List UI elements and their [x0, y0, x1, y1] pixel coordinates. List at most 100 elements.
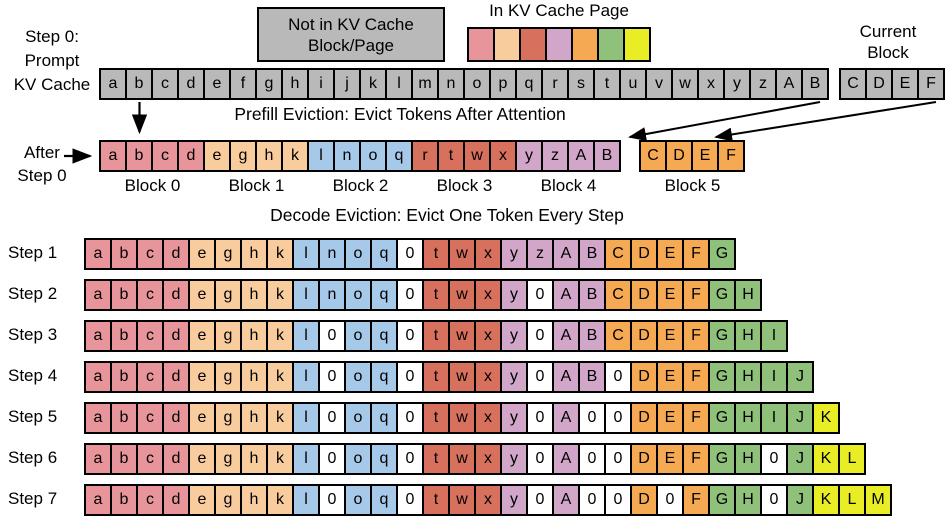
token-cell: E	[657, 321, 683, 351]
token-cell: 0	[527, 280, 553, 310]
token-cell: l	[386, 69, 412, 99]
token-cell: B	[579, 239, 605, 269]
in-kv-cache-page-label: In KV Cache Page	[489, 1, 629, 20]
token-cell: a	[85, 444, 111, 474]
kv-cache-page-color-legend	[467, 27, 651, 62]
token-cell: I	[761, 321, 787, 351]
token-cell: 0	[579, 485, 605, 515]
token-cell: e	[204, 141, 230, 171]
token-cell: B	[579, 321, 605, 351]
token-cell: J	[787, 362, 813, 392]
token-cell: x	[475, 321, 501, 351]
token-cell: e	[189, 362, 215, 392]
token-cell: h	[241, 321, 267, 351]
token-cell: G	[709, 321, 735, 351]
token-cell: F	[683, 362, 709, 392]
token-cell: e	[189, 280, 215, 310]
token-cell: 0	[527, 362, 553, 392]
token-cell: x	[490, 141, 516, 171]
token-cell: v	[646, 69, 672, 99]
token-cell: c	[137, 444, 163, 474]
block-label: Block 2	[332, 176, 389, 195]
legend-swatch	[468, 28, 494, 61]
token-cell: t	[423, 280, 449, 310]
block-label: Block 5	[664, 176, 721, 195]
token-cell: k	[267, 321, 293, 351]
token-cell: 0	[319, 444, 345, 474]
token-cell: q	[371, 362, 397, 392]
legend-swatch	[520, 28, 546, 61]
token-cell: x	[475, 280, 501, 310]
token-cell: c	[137, 403, 163, 433]
token-cell: b	[111, 403, 137, 433]
token-cell: t	[438, 141, 464, 171]
token-cell: g	[215, 403, 241, 433]
token-cell: C	[605, 280, 631, 310]
token-cell: E	[657, 280, 683, 310]
token-cell: A	[553, 321, 579, 351]
token-cell: h	[241, 403, 267, 433]
token-cell: w	[449, 239, 475, 269]
token-cell: 0	[605, 485, 631, 515]
token-cell: 0	[761, 444, 787, 474]
token-cell: 0	[397, 485, 423, 515]
step-label: Step 4	[8, 366, 58, 385]
token-cell: w	[449, 280, 475, 310]
token-cell: 0	[397, 403, 423, 433]
token-cell: E	[657, 444, 683, 474]
token-cell: g	[256, 69, 282, 99]
token-cell: c	[152, 141, 178, 171]
token-cell: s	[568, 69, 594, 99]
step-label: Step 2	[8, 284, 58, 303]
token-cell: y	[501, 239, 527, 269]
token-cell: a	[85, 403, 111, 433]
token-cell: l	[293, 485, 319, 515]
token-cell: h	[282, 69, 308, 99]
block5-mapping-arrow	[714, 101, 937, 142]
token-cell: e	[189, 321, 215, 351]
token-cell: y	[516, 141, 542, 171]
token-cell: C	[605, 239, 631, 269]
token-cell: q	[371, 321, 397, 351]
token-cell: y	[724, 69, 750, 99]
token-cell: B	[594, 141, 620, 171]
token-cell: a	[100, 141, 126, 171]
token-cell: F	[918, 69, 944, 99]
token-cell: c	[137, 239, 163, 269]
token-cell: z	[750, 69, 776, 99]
after-step0-line: After	[24, 143, 60, 162]
token-cell: f	[230, 69, 256, 99]
token-cell: d	[163, 444, 189, 474]
token-cell: D	[631, 239, 657, 269]
token-cell: q	[371, 239, 397, 269]
token-cell: h	[241, 239, 267, 269]
token-cell: 0	[579, 444, 605, 474]
token-cell: A	[553, 403, 579, 433]
token-cell: 0	[397, 280, 423, 310]
token-cell: z	[542, 141, 568, 171]
token-cell: K	[813, 485, 839, 515]
token-cell: 0	[527, 403, 553, 433]
token-cell: L	[839, 485, 865, 515]
token-cell: l	[308, 141, 334, 171]
token-cell: 0	[397, 362, 423, 392]
token-cell: I	[761, 362, 787, 392]
token-cell: 0	[605, 444, 631, 474]
token-cell: i	[308, 69, 334, 99]
token-cell: J	[787, 403, 813, 433]
token-cell: L	[839, 444, 865, 474]
step0-label-line: KV Cache	[13, 75, 91, 94]
token-cell: g	[230, 141, 256, 171]
token-cell: C	[640, 141, 666, 171]
token-cell: k	[267, 362, 293, 392]
current-block-label: Current Block	[838, 21, 938, 63]
token-cell: g	[215, 362, 241, 392]
